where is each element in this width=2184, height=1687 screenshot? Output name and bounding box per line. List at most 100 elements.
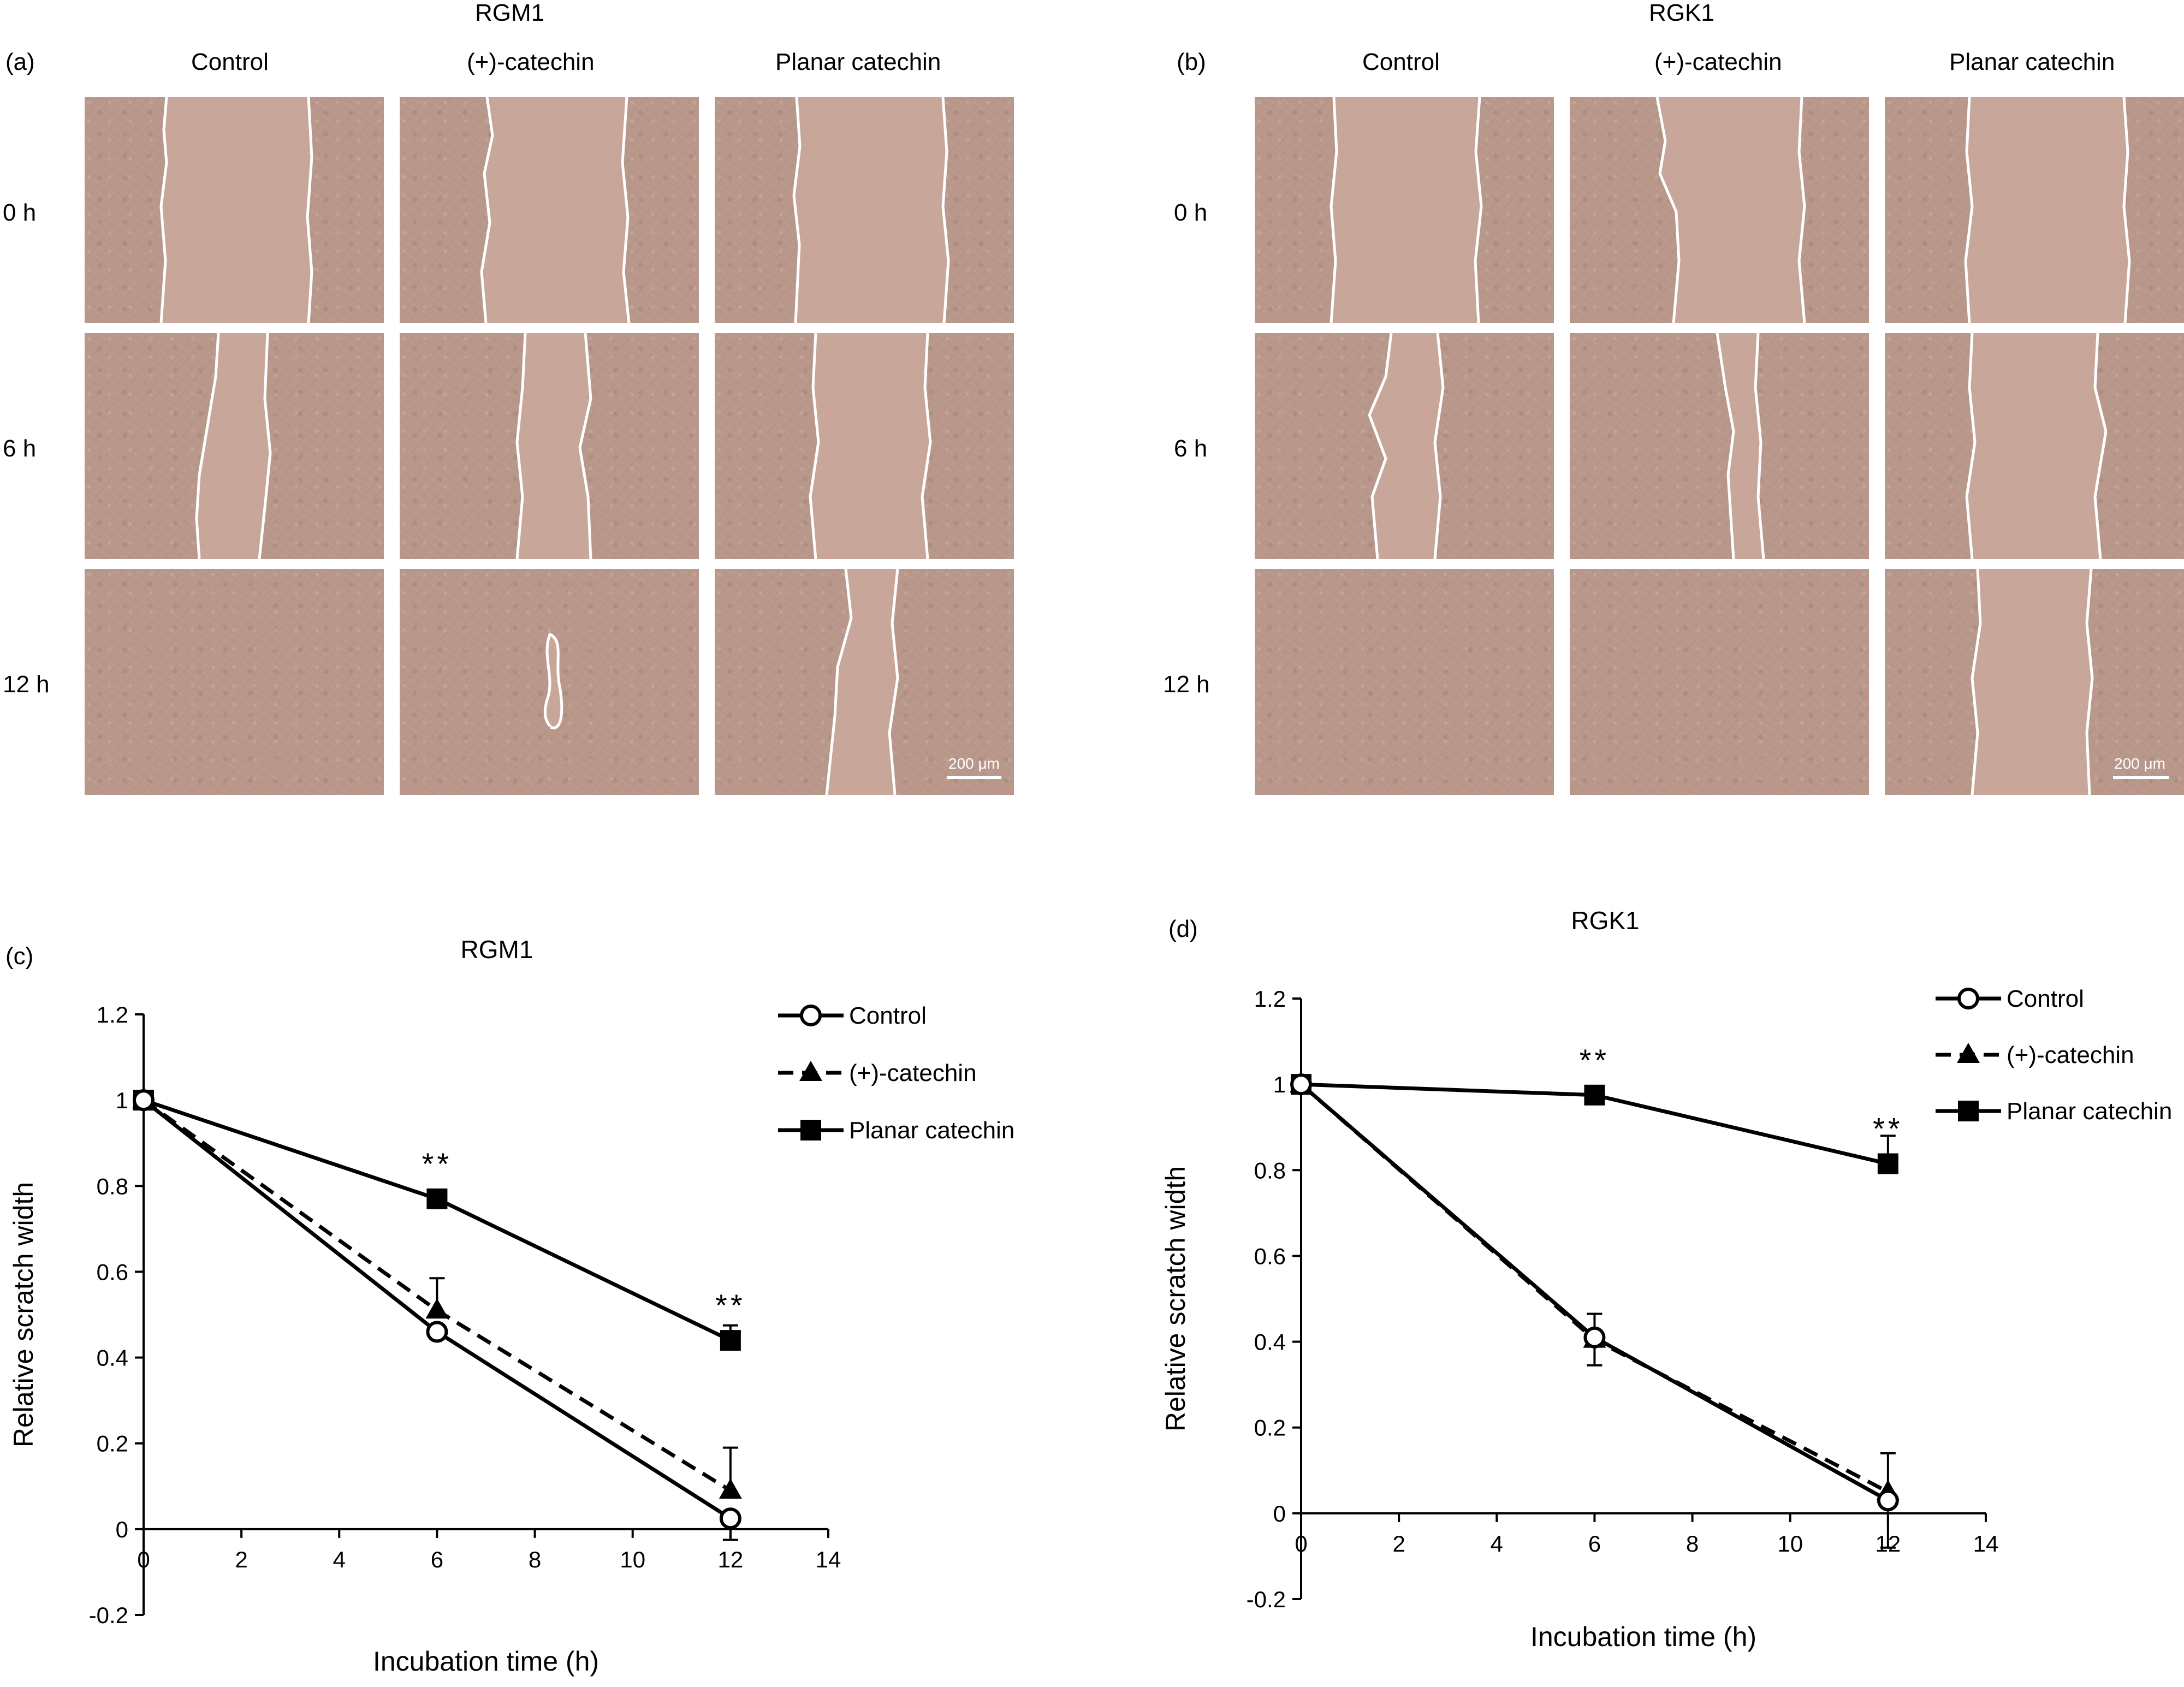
y-axis-label: Relative scratch width <box>1160 1166 1191 1431</box>
x-tick-label: 14 <box>816 1547 841 1572</box>
x-tick-label: 4 <box>1491 1531 1503 1557</box>
micrograph-b-planar-6h <box>1885 333 2184 559</box>
micrograph-a-control-12h <box>85 569 384 795</box>
legend-marker-1 <box>799 1061 822 1081</box>
micrograph-a-planar-6h <box>715 333 1014 559</box>
chart-title: RGM1 <box>461 935 533 964</box>
panel-a-col-control: Control <box>191 49 269 75</box>
y-tick-label: 0.8 <box>97 1173 128 1199</box>
y-tick-label: 0.2 <box>97 1431 128 1457</box>
data-point-s0-2 <box>1877 1489 1899 1512</box>
legend-label-1: (+)-catechin <box>849 1060 977 1086</box>
y-tick-label: 0 <box>1273 1501 1286 1526</box>
panel-b-title: RGK1 <box>1649 0 1714 26</box>
legend-marker-2 <box>1958 1101 1979 1121</box>
legend-marker-1 <box>1957 1043 1980 1063</box>
x-tick-label: 4 <box>333 1547 346 1572</box>
data-point-s2-1 <box>1584 1084 1605 1106</box>
data-point-s2-1 <box>426 1188 448 1209</box>
x-tick-label: 14 <box>1973 1531 1999 1557</box>
y-tick-label: 0.6 <box>97 1259 128 1285</box>
panel-a-row-6h: 6 h <box>3 435 37 462</box>
panel-b-row-6h: 6 h <box>1174 435 1208 462</box>
micrograph-a-catechin-6h <box>400 333 699 559</box>
data-point-s0-1 <box>1583 1326 1606 1349</box>
x-tick-label: 12 <box>717 1547 743 1572</box>
legend-marker-0 <box>1957 988 1979 1009</box>
y-axis-label: Relative scratch width <box>8 1182 39 1447</box>
y-tick-label: 0.4 <box>97 1345 128 1371</box>
chart-rgm1: RGM1 1.2 1 0.8 0.6 0.4 0.2 0 -0.2 0 2 4 6 8 10 12 14 Incu… <box>8 935 1014 1677</box>
significance-mark-1: ** <box>1873 1112 1903 1146</box>
micrograph-b-catechin-12h <box>1570 569 1869 795</box>
micrograph-b-catechin-0h <box>1570 97 1869 323</box>
y-tick-label: -0.2 <box>1247 1587 1286 1612</box>
panel-b-col-planar: Planar catechin <box>1949 49 2115 75</box>
micrograph-a-control-0h <box>85 97 384 323</box>
micrograph-a-catechin-0h <box>400 97 699 323</box>
panel-b-row-12h: 12 h <box>1163 671 1210 698</box>
x-tick-label: 2 <box>1392 1531 1405 1557</box>
micrograph-a-planar-12h: 200 μm <box>715 569 1014 795</box>
micrograph-a-control-6h <box>85 333 384 559</box>
micrograph-a-catechin-12h <box>400 569 699 795</box>
panel-b-letter: (b) <box>1177 49 1206 75</box>
micrograph-a-planar-0h <box>715 97 1014 323</box>
panel-a-col-planar: Planar catechin <box>775 49 941 75</box>
significance-mark-0: ** <box>422 1147 453 1181</box>
x-tick-label: 8 <box>1686 1531 1699 1557</box>
legend-label-0: Control <box>849 1002 927 1029</box>
x-axis-label: Incubation time (h) <box>373 1646 599 1677</box>
data-point-s2-2 <box>1877 1153 1898 1174</box>
panel-a-col-catechin: (+)-catechin <box>467 49 595 75</box>
legend-label-0: Control <box>2007 985 2084 1012</box>
micrograph-b-catechin-6h <box>1570 333 1869 559</box>
significance-mark-0: ** <box>1580 1043 1610 1077</box>
x-axis-label: Incubation time (h) <box>1530 1621 1756 1652</box>
y-tick-label: -0.2 <box>89 1602 128 1628</box>
series-line-0 <box>1299 1083 1889 1502</box>
y-tick-label: 0.6 <box>1254 1243 1286 1269</box>
y-tick-label: 1.2 <box>97 1002 128 1027</box>
series-line-1 <box>1299 1083 1889 1494</box>
y-tick-label: 1.2 <box>1254 986 1286 1012</box>
micrograph-b-control-12h <box>1255 569 1554 795</box>
micrograph-b-control-0h <box>1255 97 1554 323</box>
scale-bar-a-label: 200 μm <box>948 755 1000 772</box>
panel-b-col-catechin: (+)-catechin <box>1654 49 1782 75</box>
data-point-s1-2 <box>719 1478 742 1499</box>
x-tick-label: 0 <box>137 1547 150 1572</box>
micrograph-b-control-6h <box>1255 333 1554 559</box>
panel-b-row-0h: 0 h <box>1174 199 1208 226</box>
data-point-s2-2 <box>720 1330 741 1351</box>
x-tick-label: 6 <box>431 1547 443 1572</box>
chart-title: RGK1 <box>1571 906 1639 935</box>
y-tick-label: 0.8 <box>1254 1157 1286 1183</box>
x-tick-label: 6 <box>1588 1531 1601 1557</box>
legend-marker-2 <box>800 1120 821 1140</box>
x-tick-label: 0 <box>1295 1531 1307 1557</box>
panel-a-letter: (a) <box>5 49 35 75</box>
micrograph-b-planar-12h: 200 μm <box>1885 569 2184 795</box>
scale-bar-b-label: 200 μm <box>2114 755 2165 772</box>
data-point-s1-1 <box>425 1298 449 1319</box>
panel-a-title: RGM1 <box>475 0 545 26</box>
legend-marker-0 <box>800 1005 822 1026</box>
micrograph-b-planar-0h <box>1885 97 2184 323</box>
x-tick-label: 10 <box>620 1547 645 1572</box>
data-point-s0-1 <box>426 1321 448 1343</box>
x-tick-label: 2 <box>235 1547 247 1572</box>
data-point-s0-0 <box>133 1089 155 1112</box>
significance-mark-1: ** <box>715 1288 746 1322</box>
legend-label-2: Planar catechin <box>849 1117 1014 1144</box>
y-tick-label: 1 <box>116 1088 128 1113</box>
x-tick-label: 10 <box>1777 1531 1803 1557</box>
data-point-s0-0 <box>1290 1073 1312 1096</box>
legend-label-1: (+)-catechin <box>2007 1042 2134 1068</box>
panel-a-row-12h: 12 h <box>3 671 50 698</box>
legend-label-2: Planar catechin <box>2007 1098 2172 1125</box>
x-tick-label: 8 <box>529 1547 541 1572</box>
panel-c-letter: (c) <box>5 943 34 970</box>
panel-d-letter: (d) <box>1168 916 1198 942</box>
